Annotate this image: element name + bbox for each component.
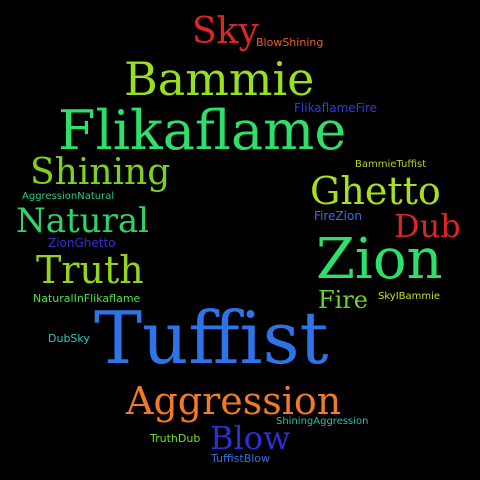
word: SkyIBammie [378, 291, 441, 302]
word: ShiningAggression [276, 416, 369, 427]
word: FireZion [314, 209, 362, 223]
word: Flikaflame [58, 99, 347, 162]
word: ZionGhetto [48, 236, 116, 250]
word: Tuffist [94, 296, 329, 380]
word: Fire [318, 286, 369, 314]
word: Sky [192, 11, 259, 52]
word: BammieTuffist [355, 159, 427, 170]
word: Ghetto [310, 169, 441, 213]
word: Shining [30, 152, 171, 193]
word: Aggression [126, 379, 342, 423]
word: Bammie [124, 52, 315, 106]
word: Zion [316, 227, 443, 292]
word: Blow [210, 419, 291, 457]
word: AggressionNatural [22, 191, 115, 202]
word: Truth [36, 248, 144, 292]
word: Dub [394, 207, 461, 245]
word: TuffistBlow [211, 452, 271, 465]
word: FlikaflameFire [294, 101, 378, 115]
word: NaturalInFlikaflame [33, 292, 141, 305]
word: DubSky [48, 332, 90, 345]
word: BlowShining [256, 36, 324, 49]
word: TruthDub [150, 432, 201, 445]
word: Natural [16, 201, 149, 241]
